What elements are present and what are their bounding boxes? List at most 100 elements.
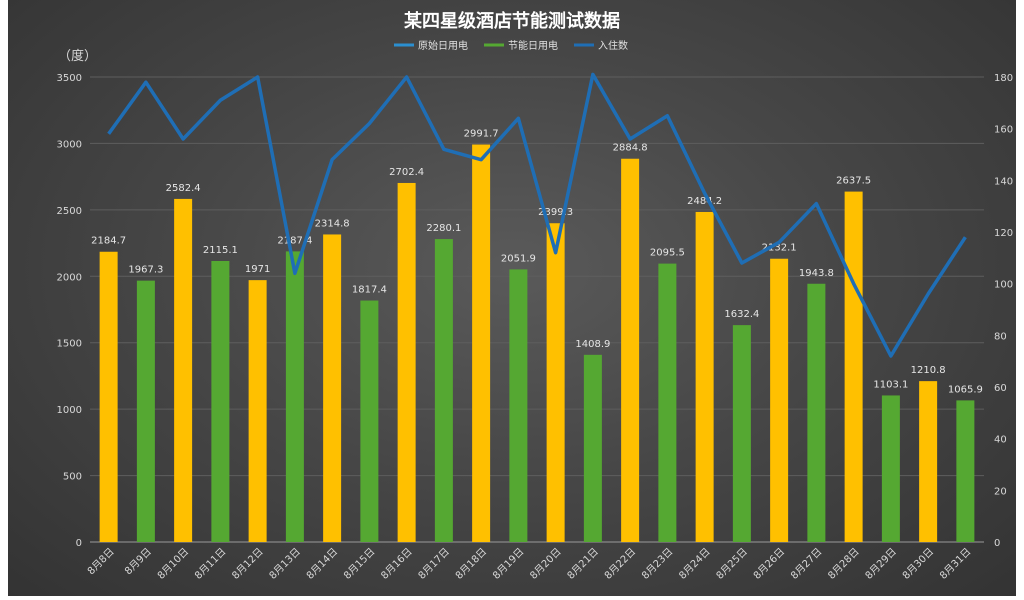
legend-item: 原始日用电: [394, 39, 468, 52]
y-tick-label: 3500: [57, 73, 82, 84]
y2-tick-label: 120: [994, 228, 1013, 239]
bar: [99, 251, 118, 542]
bar: [695, 211, 714, 542]
bar: [844, 191, 863, 542]
bar: [732, 325, 751, 542]
legend-item: 入住数: [574, 39, 628, 52]
legend-label: 入住数: [598, 39, 628, 52]
bar: [211, 260, 230, 542]
data-label: 1967.3: [128, 265, 163, 276]
x-tick-label: 8月26日: [751, 546, 787, 582]
occupancy-line: [107, 72, 967, 358]
y2-tick-label: 40: [994, 435, 1007, 446]
bar: [509, 269, 528, 542]
x-tick-label: 8月11日: [192, 546, 228, 582]
bar: [770, 258, 789, 542]
data-label: 2095.5: [650, 248, 685, 259]
data-label: 2991.7: [464, 129, 499, 140]
legend-item: 节能日用电: [484, 39, 558, 52]
x-tick-label: 8月14日: [304, 546, 340, 582]
x-tick-label: 8月21日: [565, 546, 601, 582]
bar: [919, 381, 938, 542]
data-label: 1408.9: [575, 339, 610, 350]
x-tick-label: 8月12日: [230, 546, 266, 582]
data-label: 2187.4: [277, 235, 312, 246]
data-label: 2582.4: [166, 183, 201, 194]
data-label: 2884.8: [613, 143, 648, 154]
bar: [881, 395, 900, 542]
y-tick-label: 3000: [57, 139, 82, 150]
bar: [360, 300, 379, 542]
x-axis-ticks: 8月8日 8月9日 8月10日 8月11日 8月12日 8月13日 8月14日 8月15日 8月…: [85, 546, 973, 582]
x-tick-label: 8月23日: [639, 546, 675, 582]
data-label: 2637.5: [836, 176, 871, 187]
legend-label: 节能日用电: [508, 39, 558, 52]
data-label: 2702.4: [389, 167, 424, 178]
bar: [546, 223, 565, 543]
bar: [956, 400, 975, 542]
bar: [658, 263, 677, 542]
y2-tick-label: 80: [994, 331, 1007, 342]
value-labels: 2184.7 1967.3 2582.4 2115.1 1971 2187.42314.8…: [91, 129, 983, 396]
bar: [285, 251, 304, 542]
x-tick-label: 8月27日: [788, 546, 824, 582]
data-label: 2280.1: [426, 223, 461, 234]
data-label: 1065.9: [948, 384, 983, 395]
y-tick-label: 2000: [57, 272, 82, 283]
y-axis-label: （度）: [58, 48, 97, 64]
y-tick-label: 1500: [57, 339, 82, 350]
data-label: 2314.8: [315, 218, 350, 229]
data-label: 2115.1: [203, 245, 238, 256]
chart-svg: 某四星级酒店节能测试数据 原始日用电 节能日用电 入住数 （度） 050010001…: [57, 10, 1014, 582]
data-label: 1971: [245, 264, 270, 275]
data-label: 1943.8: [799, 268, 834, 279]
x-tick-label: 8月9日: [122, 546, 154, 578]
x-tick-label: 8月29日: [863, 546, 899, 582]
bar: [472, 144, 491, 542]
y-tick-label: 500: [63, 472, 82, 483]
x-tick-label: 8月16日: [379, 546, 415, 582]
legend-label: 原始日用电: [418, 39, 468, 52]
y2-tick-label: 140: [994, 176, 1013, 187]
x-tick-label: 8月28日: [826, 546, 862, 582]
occupancy-line-layer: [107, 72, 967, 358]
legend: 原始日用电 节能日用电 入住数: [394, 39, 628, 52]
bar: [583, 354, 602, 542]
y2-axis-ticks: 0 20 40 60 80 100 120 140 160 180: [994, 73, 1013, 549]
y2-tick-label: 0: [994, 538, 1000, 549]
x-tick-label: 8月22日: [602, 546, 638, 582]
data-label: 2051.9: [501, 253, 536, 264]
y-tick-label: 0: [76, 538, 82, 549]
data-label: 2132.1: [762, 243, 797, 254]
bar: [621, 158, 640, 543]
data-label: 2399.3: [538, 207, 573, 218]
y2-tick-label: 20: [994, 486, 1007, 497]
bars: [99, 144, 975, 543]
data-label: 1103.1: [873, 379, 908, 390]
y-axis-ticks: 0 500 1000 1500 2000 2500 3000 3500: [57, 73, 82, 549]
x-tick-label: 8月20日: [528, 546, 564, 582]
x-tick-label: 8月15日: [341, 546, 377, 582]
x-tick-label: 8月31日: [937, 546, 973, 582]
x-tick-label: 8月24日: [677, 546, 713, 582]
y2-tick-label: 160: [994, 125, 1013, 136]
x-tick-label: 8月10日: [155, 546, 191, 582]
y2-tick-label: 180: [994, 73, 1013, 84]
x-tick-label: 8月18日: [453, 546, 489, 582]
data-label: 1817.4: [352, 285, 387, 296]
chart-panel: 某四星级酒店节能测试数据 原始日用电 节能日用电 入住数 （度） 0 500 1000 1…: [8, 0, 1016, 596]
x-tick-label: 8月17日: [416, 546, 452, 582]
data-label: 2484.2: [687, 196, 722, 207]
bar: [174, 198, 193, 542]
x-tick-label: 8月19日: [490, 546, 526, 582]
bar: [323, 234, 342, 542]
x-tick-label: 8月25日: [714, 546, 750, 582]
x-tick-label: 8月8日: [85, 546, 117, 578]
y2-tick-label: 100: [994, 280, 1013, 291]
data-label: 1632.4: [724, 309, 759, 320]
bar: [397, 182, 416, 542]
x-tick-label: 8月30日: [900, 546, 936, 582]
y2-tick-label: 60: [994, 383, 1007, 394]
x-tick-label: 8月13日: [267, 546, 303, 582]
chart-title: 某四星级酒店节能测试数据: [404, 10, 620, 32]
